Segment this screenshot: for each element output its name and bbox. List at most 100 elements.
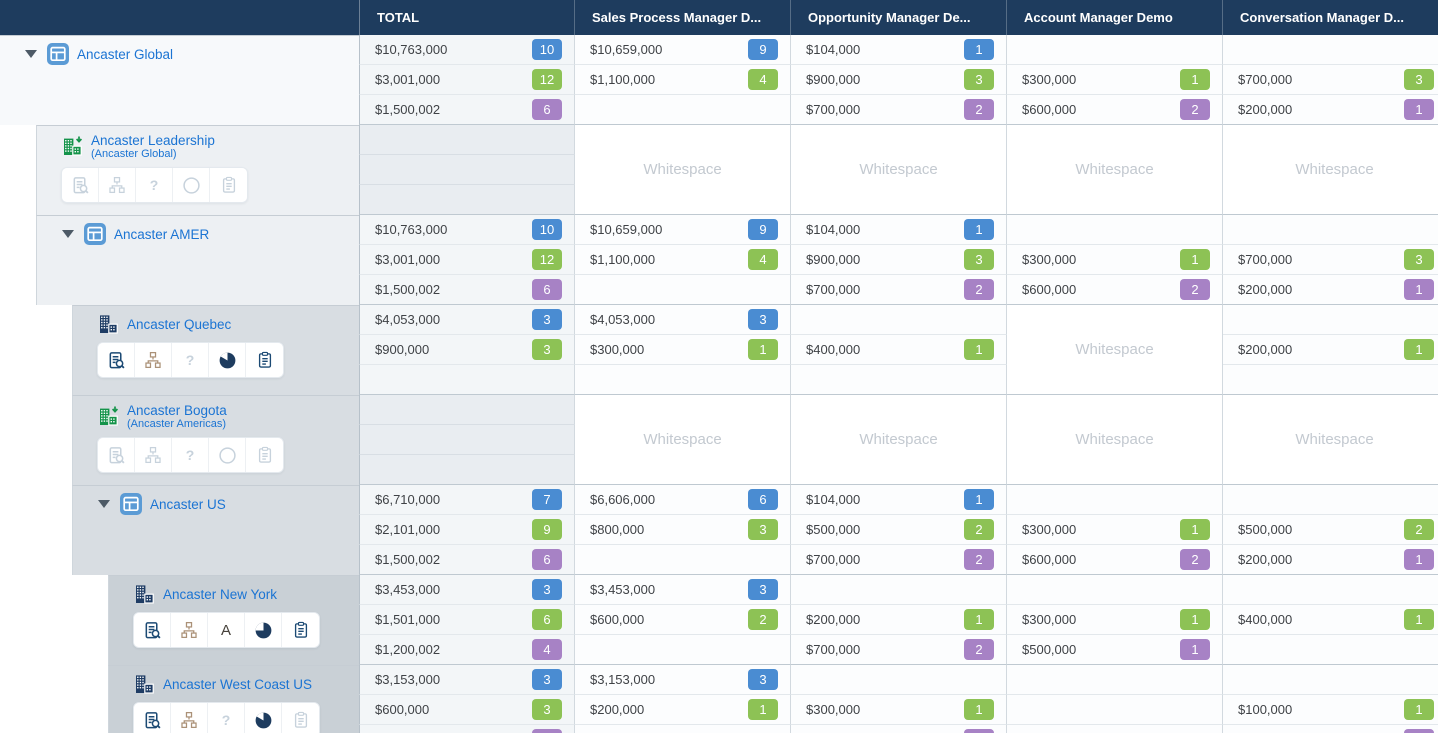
header-total-column[interactable]: TOTAL (360, 0, 575, 35)
value-cell[interactable]: $300,000 1 (1007, 515, 1223, 545)
value-cell[interactable]: $700,000 3 (1223, 65, 1438, 95)
document-search-icon-button[interactable] (134, 613, 171, 647)
question-icon-button: ? (208, 703, 245, 733)
collapse-chevron-icon[interactable] (62, 230, 74, 238)
letter-a-icon-button[interactable]: A (208, 613, 245, 647)
total-cell[interactable]: $900,000 3 (359, 335, 575, 365)
value-cell[interactable]: $6,606,000 6 (575, 485, 791, 515)
value-cell[interactable]: $700,000 2 (791, 635, 1007, 665)
total-cell[interactable]: $4,053,000 3 (359, 305, 575, 335)
value-cell[interactable]: $100,000 1 (1223, 695, 1438, 725)
org-chart-icon-button[interactable] (135, 343, 172, 377)
count-badge: 2 (964, 519, 994, 540)
circle-icon (182, 176, 201, 195)
value-cell[interactable]: $700,000 2 (791, 545, 1007, 575)
total-cell[interactable]: $1,200,002 4 (359, 635, 575, 665)
org-name-link[interactable]: Ancaster Bogota (127, 403, 227, 418)
header-conversation-manager-column[interactable]: Conversation Manager D... (1223, 0, 1438, 35)
header-sales-process-manager-column[interactable]: Sales Process Manager D... (575, 0, 791, 35)
total-cell[interactable]: $3,001,000 12 (359, 65, 575, 95)
value-cell[interactable]: $104,000 1 (791, 215, 1007, 245)
clipboard-icon-button[interactable] (282, 613, 319, 647)
value-cell[interactable]: $600,000 2 (575, 605, 791, 635)
value-cell[interactable]: $3,153,000 3 (575, 665, 791, 695)
data-column: $200,000 1 (1223, 305, 1438, 395)
total-cell[interactable]: $1,500,002 6 (359, 275, 575, 305)
document-search-icon-button[interactable] (98, 343, 135, 377)
value-cell[interactable]: $104,000 1 (791, 35, 1007, 65)
total-cell[interactable]: $10,763,000 10 (359, 35, 575, 65)
value-cell[interactable]: $600,000 2 (1007, 545, 1223, 575)
total-cell[interactable]: $3,001,000 12 (359, 245, 575, 275)
document-search-icon-button[interactable] (134, 703, 171, 733)
clipboard-icon-button[interactable] (246, 343, 283, 377)
circle-icon (218, 446, 237, 465)
value-cell[interactable]: $700,000 2 (791, 95, 1007, 125)
total-cell[interactable]: $3,153,000 3 (359, 665, 575, 695)
org-name-wrap: Ancaster West Coast US (163, 677, 312, 692)
org-name-link[interactable]: Ancaster New York (163, 586, 278, 602)
value-cell[interactable]: $700,000 3 (1223, 245, 1438, 275)
collapse-chevron-icon[interactable] (98, 500, 110, 508)
pie-quarter-icon-button[interactable] (245, 613, 282, 647)
org-name-link[interactable]: Ancaster AMER (114, 226, 210, 242)
value-cell[interactable]: $400,000 1 (791, 335, 1007, 365)
total-cell[interactable]: $1,501,000 6 (359, 605, 575, 635)
value-cell[interactable]: $300,000 1 (1007, 605, 1223, 635)
total-cell[interactable]: $3,453,000 3 (359, 575, 575, 605)
document-search-icon (143, 711, 162, 730)
data-column: $3,453,000 3 $600,000 2 (575, 575, 791, 665)
cell-value: $1,500,002 (375, 552, 441, 567)
value-cell[interactable]: $300,000 1 (575, 335, 791, 365)
total-cell[interactable]: $600,000 3 (359, 695, 575, 725)
org-chart-icon-button[interactable] (171, 703, 208, 733)
value-cell[interactable]: $3,453,000 3 (575, 575, 791, 605)
value-cell[interactable]: $200,000 1 (1223, 545, 1438, 575)
value-cell[interactable]: $1,100,000 4 (575, 65, 791, 95)
value-cell[interactable]: $104,000 1 (791, 485, 1007, 515)
org-name-link[interactable]: Ancaster Quebec (127, 316, 232, 332)
value-cell[interactable]: $700,000 2 (791, 275, 1007, 305)
header-account-manager-column[interactable]: Account Manager Demo (1007, 0, 1223, 35)
total-cell[interactable]: $1,500,002 6 (359, 95, 575, 125)
value-cell[interactable]: $200,000 1 (1223, 275, 1438, 305)
value-cell[interactable]: $200,000 1 (1223, 95, 1438, 125)
org-name-link[interactable]: Ancaster US (150, 496, 226, 512)
cell-value: $3,001,000 (375, 72, 441, 87)
value-cell[interactable]: $300,000 1 (1007, 245, 1223, 275)
total-cell[interactable]: $10,763,000 10 (359, 215, 575, 245)
value-cell[interactable]: $800,000 3 (575, 515, 791, 545)
total-cell (359, 455, 575, 485)
value-cell[interactable]: $4,053,000 3 (575, 305, 791, 335)
cell-value: $600,000 (590, 612, 645, 627)
total-cell[interactable]: $1,500,002 6 (359, 545, 575, 575)
pie-notch-icon-button[interactable] (209, 343, 246, 377)
org-name-link[interactable]: Ancaster West Coast US (163, 676, 313, 692)
value-cell[interactable]: $600,000 2 (1007, 275, 1223, 305)
value-cell[interactable]: $500,000 2 (1223, 515, 1438, 545)
value-cell[interactable]: $900,000 3 (791, 65, 1007, 95)
header-opportunity-manager-column[interactable]: Opportunity Manager De... (791, 0, 1007, 35)
value-cell[interactable]: $900,000 3 (791, 245, 1007, 275)
value-cell[interactable]: $200,000 1 (575, 695, 791, 725)
org-chart-icon-button[interactable] (171, 613, 208, 647)
value-cell[interactable]: $600,000 2 (1007, 95, 1223, 125)
value-cell[interactable]: $1,100,000 4 (575, 245, 791, 275)
total-cell[interactable]: $2,101,000 9 (359, 515, 575, 545)
value-cell[interactable]: $300,000 1 (1007, 65, 1223, 95)
value-cell[interactable]: $300,000 1 (791, 695, 1007, 725)
pie-notch-icon-button[interactable] (245, 703, 282, 733)
value-cell[interactable]: $10,659,000 9 (575, 35, 791, 65)
org-name-link[interactable]: Ancaster Leadership (91, 133, 215, 148)
cell-value: $300,000 (1022, 72, 1077, 87)
value-cell (575, 635, 791, 665)
value-cell[interactable]: $10,659,000 9 (575, 215, 791, 245)
value-cell[interactable]: $500,000 1 (1007, 635, 1223, 665)
collapse-chevron-icon[interactable] (25, 50, 37, 58)
total-cell[interactable]: $6,710,000 7 (359, 485, 575, 515)
org-name-link[interactable]: Ancaster Global (77, 46, 174, 62)
value-cell[interactable]: $400,000 1 (1223, 605, 1438, 635)
value-cell[interactable]: $200,000 1 (1223, 335, 1438, 365)
value-cell[interactable]: $200,000 1 (791, 605, 1007, 635)
value-cell[interactable]: $500,000 2 (791, 515, 1007, 545)
